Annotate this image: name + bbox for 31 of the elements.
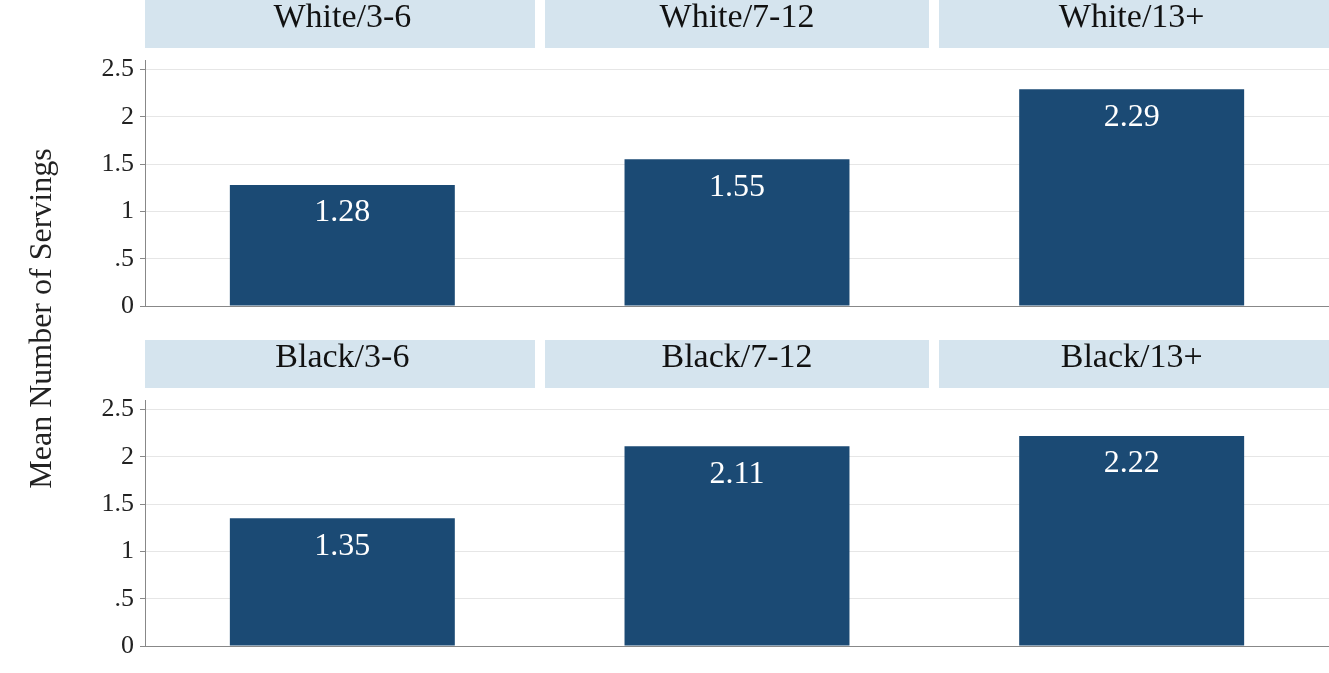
x-tick-label: White/13+: [1058, 0, 1205, 34]
y-tick-label: 2.5: [101, 53, 134, 83]
y-tick-label: .5: [114, 582, 134, 612]
x-tick-label: Black/3-6: [275, 336, 410, 374]
y-tick-label: 0: [121, 629, 134, 659]
bar: [229, 518, 455, 646]
x-tick-label: Black/7-12: [661, 336, 813, 374]
bar: [624, 159, 850, 306]
y-tick-label: 1: [121, 195, 134, 225]
bar: [1019, 435, 1245, 646]
bar: [229, 184, 455, 306]
bar: [624, 446, 850, 646]
y-tick-label: 1.5: [101, 147, 134, 177]
y-tick-label: 0: [121, 289, 134, 319]
y-tick-label: 2.5: [101, 393, 134, 423]
data-label: 2.11: [709, 453, 765, 490]
data-label: 2.22: [1103, 443, 1160, 480]
data-label: 1.55: [709, 166, 765, 203]
data-label: 1.35: [314, 525, 371, 562]
y-tick-label: .5: [114, 242, 134, 272]
y-axis-title: Mean Number of Servings: [21, 147, 59, 491]
x-tick-label: Black/13+: [1060, 336, 1203, 374]
x-tick-label: White/3-6: [273, 0, 412, 34]
data-label: 1.28: [314, 192, 371, 229]
x-tick-label: White/7-12: [659, 0, 815, 34]
y-tick-label: 1: [121, 535, 134, 565]
y-tick-label: 2: [121, 440, 134, 470]
bar: [1019, 89, 1245, 306]
y-tick-label: 2: [121, 100, 134, 130]
y-tick-label: 1.5: [101, 487, 134, 517]
data-label: 2.29: [1103, 96, 1160, 133]
